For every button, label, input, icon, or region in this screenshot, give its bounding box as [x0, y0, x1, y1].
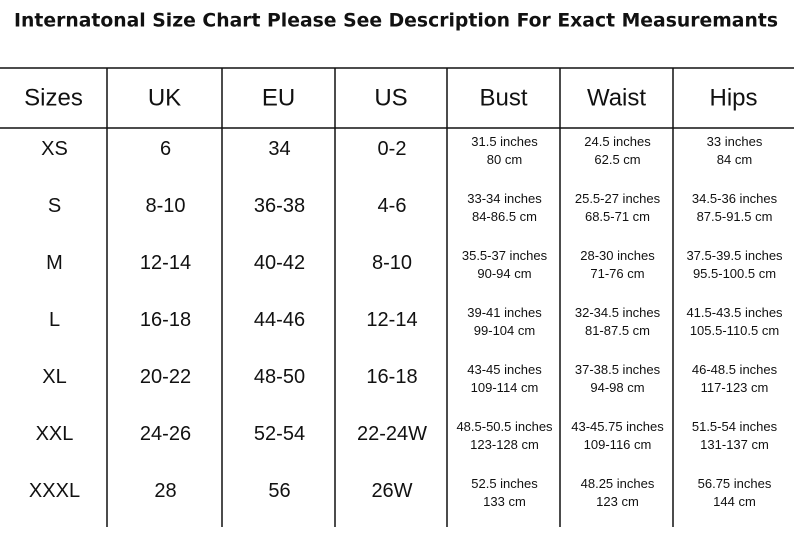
size-cell: 40-42 — [254, 252, 305, 274]
measurement-text: 109-116 cm — [584, 437, 652, 452]
measurement-text: 71-76 cm — [590, 266, 644, 281]
measurement-text: 31.5 inches — [471, 134, 538, 149]
measurement-text: 84-86.5 cm — [472, 209, 537, 224]
measurement-text: 90-94 cm — [477, 266, 531, 281]
size-cell: 12-14 — [140, 252, 191, 274]
column-header: EU — [262, 84, 295, 111]
page-title: Internatonal Size Chart Please See Descr… — [14, 10, 778, 32]
size-cell: 8-10 — [145, 195, 185, 217]
column-header: Sizes — [24, 84, 83, 111]
measurement-text: 46-48.5 inches — [692, 362, 778, 377]
size-cell: S — [48, 195, 61, 217]
column-header: Hips — [709, 84, 757, 111]
measurement-text: 33-34 inches — [467, 191, 542, 206]
size-cell: L — [49, 309, 60, 331]
size-cell: XXXL — [29, 480, 80, 502]
size-cell: 24-26 — [140, 423, 191, 445]
column-header: Bust — [479, 84, 527, 111]
measurement-text: 39-41 inches — [467, 305, 542, 320]
size-cell: 4-6 — [378, 195, 407, 217]
measurement-text: 34.5-36 inches — [692, 191, 778, 206]
size-cell: XS — [41, 138, 68, 160]
measurement-text: 81-87.5 cm — [585, 323, 650, 338]
measurement-text: 43-45 inches — [467, 362, 542, 377]
size-cell: 6 — [160, 138, 171, 160]
measurement-text: 80 cm — [487, 152, 522, 167]
measurement-text: 35.5-37 inches — [462, 248, 548, 263]
measurement-text: 84 cm — [717, 152, 752, 167]
measurement-text: 131-137 cm — [700, 437, 769, 452]
size-cell: 0-2 — [378, 138, 407, 160]
measurement-text: 56.75 inches — [698, 476, 772, 491]
size-cell: M — [46, 252, 63, 274]
measurement-text: 33 inches — [707, 134, 763, 149]
measurement-text: 37-38.5 inches — [575, 362, 661, 377]
column-header: Waist — [587, 84, 646, 111]
size-cell: 44-46 — [254, 309, 305, 331]
size-cell: 28 — [154, 480, 176, 502]
size-cell: 48-50 — [254, 366, 305, 388]
measurement-text: 41.5-43.5 inches — [686, 305, 783, 320]
measurement-text: 28-30 inches — [580, 248, 655, 263]
size-cell: 52-54 — [254, 423, 305, 445]
measurement-text: 95.5-100.5 cm — [693, 266, 776, 281]
size-cell: 12-14 — [366, 309, 417, 331]
measurement-text: 109-114 cm — [471, 380, 539, 395]
column-header: UK — [148, 84, 181, 111]
measurement-text: 24.5 inches — [584, 134, 651, 149]
measurement-text: 144 cm — [713, 494, 756, 509]
measurement-text: 123 cm — [596, 494, 639, 509]
measurement-text: 32-34.5 inches — [575, 305, 661, 320]
measurement-text: 105.5-110.5 cm — [690, 323, 779, 338]
measurement-text: 51.5-54 inches — [692, 419, 778, 434]
measurement-text: 43-45.75 inches — [571, 419, 664, 434]
size-cell: 16-18 — [366, 366, 417, 388]
size-cell: 34 — [268, 138, 290, 160]
measurement-text: 62.5 cm — [594, 152, 640, 167]
measurement-text: 99-104 cm — [474, 323, 535, 338]
measurement-text: 117-123 cm — [701, 380, 769, 395]
size-cell: 16-18 — [140, 309, 191, 331]
measurement-text: 37.5-39.5 inches — [686, 248, 783, 263]
measurement-text: 68.5-71 cm — [585, 209, 650, 224]
size-cell: XXL — [36, 423, 74, 445]
measurement-text: 94-98 cm — [590, 380, 644, 395]
measurement-text: 48.5-50.5 inches — [456, 419, 553, 434]
size-cell: 8-10 — [372, 252, 412, 274]
size-cell: 22-24W — [357, 423, 427, 445]
measurement-text: 52.5 inches — [471, 476, 538, 491]
size-cell: XL — [42, 366, 66, 388]
column-header: US — [374, 84, 407, 111]
size-cell: 56 — [268, 480, 290, 502]
size-cell: 20-22 — [140, 366, 191, 388]
measurement-text: 123-128 cm — [470, 437, 539, 452]
measurement-text: 25.5-27 inches — [575, 191, 661, 206]
measurement-text: 87.5-91.5 cm — [697, 209, 773, 224]
size-cell: 36-38 — [254, 195, 305, 217]
size-cell: 26W — [371, 480, 412, 502]
measurement-text: 48.25 inches — [581, 476, 655, 491]
measurement-text: 133 cm — [483, 494, 526, 509]
